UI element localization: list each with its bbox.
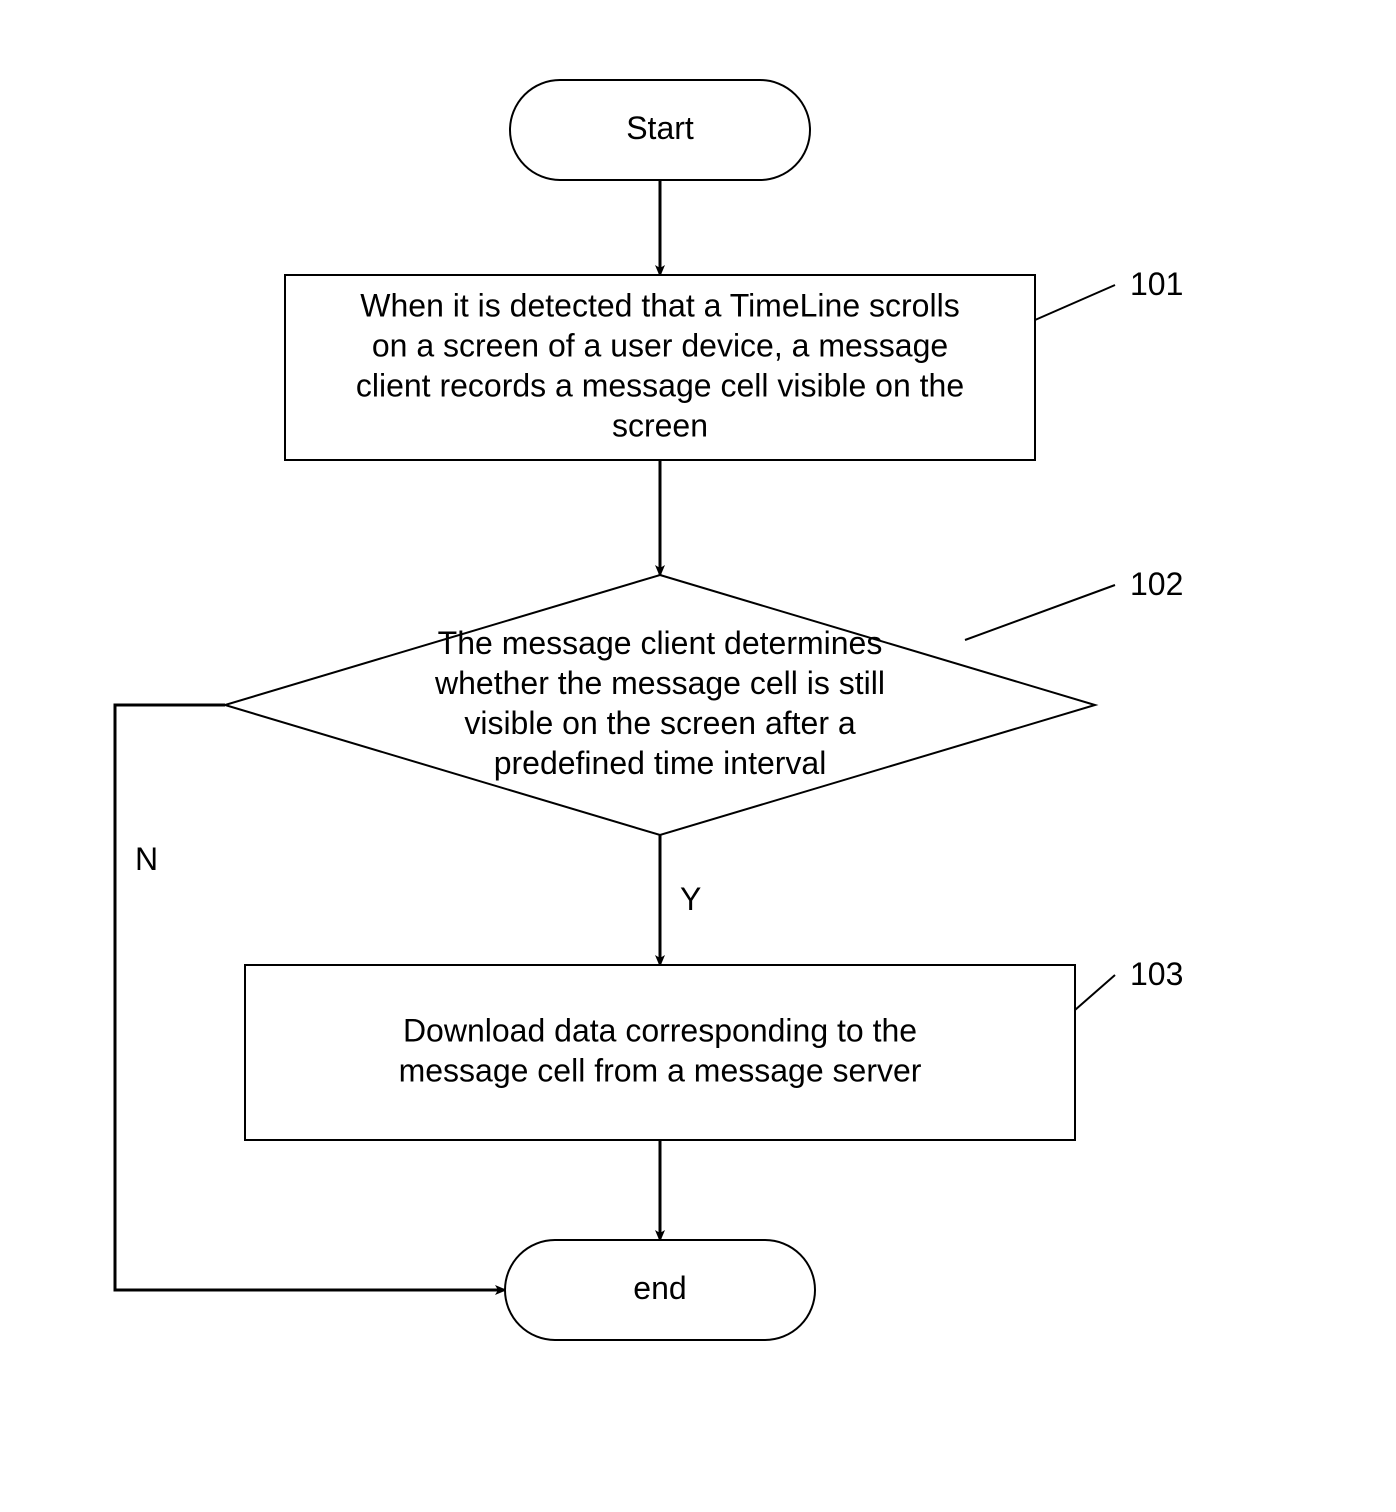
svg-text:When it is detected that a Tim: When it is detected that a TimeLine scro… — [360, 287, 959, 323]
node-end: end — [505, 1240, 815, 1340]
edge-label-2: Y — [680, 881, 701, 917]
ref-label-102: 102 — [1130, 566, 1183, 602]
ref-line-0 — [1035, 285, 1115, 320]
svg-text:visible on the screen after a: visible on the screen after a — [464, 705, 856, 741]
svg-text:on a screen of a user device,: on a screen of a user device, a message — [372, 327, 948, 363]
svg-text:end: end — [633, 1270, 686, 1306]
node-decision102: The message client determines whether the… — [225, 575, 1095, 835]
svg-text:The message client determines: The message client determines — [438, 625, 883, 661]
ref-line-1 — [965, 585, 1115, 640]
flowchart-canvas: Y N Start When it is detected that a TimeL… — [0, 0, 1396, 1512]
node-step101: When it is detected that a TimeLine scro… — [285, 275, 1035, 460]
svg-text:screen: screen — [612, 407, 708, 443]
node-step103: Download data corresponding to the messag… — [245, 965, 1075, 1140]
svg-text:message cell from a message se: message cell from a message server — [399, 1052, 922, 1088]
node-start: Start — [510, 80, 810, 180]
svg-text:Download data corresponding to: Download data corresponding to the — [403, 1012, 917, 1048]
ref-label-103: 103 — [1130, 956, 1183, 992]
svg-text:client records a message cell: client records a message cell visible on… — [356, 367, 964, 403]
svg-text:whether the message cell is st: whether the message cell is still — [434, 665, 885, 701]
ref-label-101: 101 — [1130, 266, 1183, 302]
ref-line-2 — [1075, 975, 1115, 1010]
svg-text:predefined time interval: predefined time interval — [494, 745, 827, 781]
edge-label-4: N — [135, 841, 158, 877]
svg-text:Start: Start — [626, 110, 694, 146]
